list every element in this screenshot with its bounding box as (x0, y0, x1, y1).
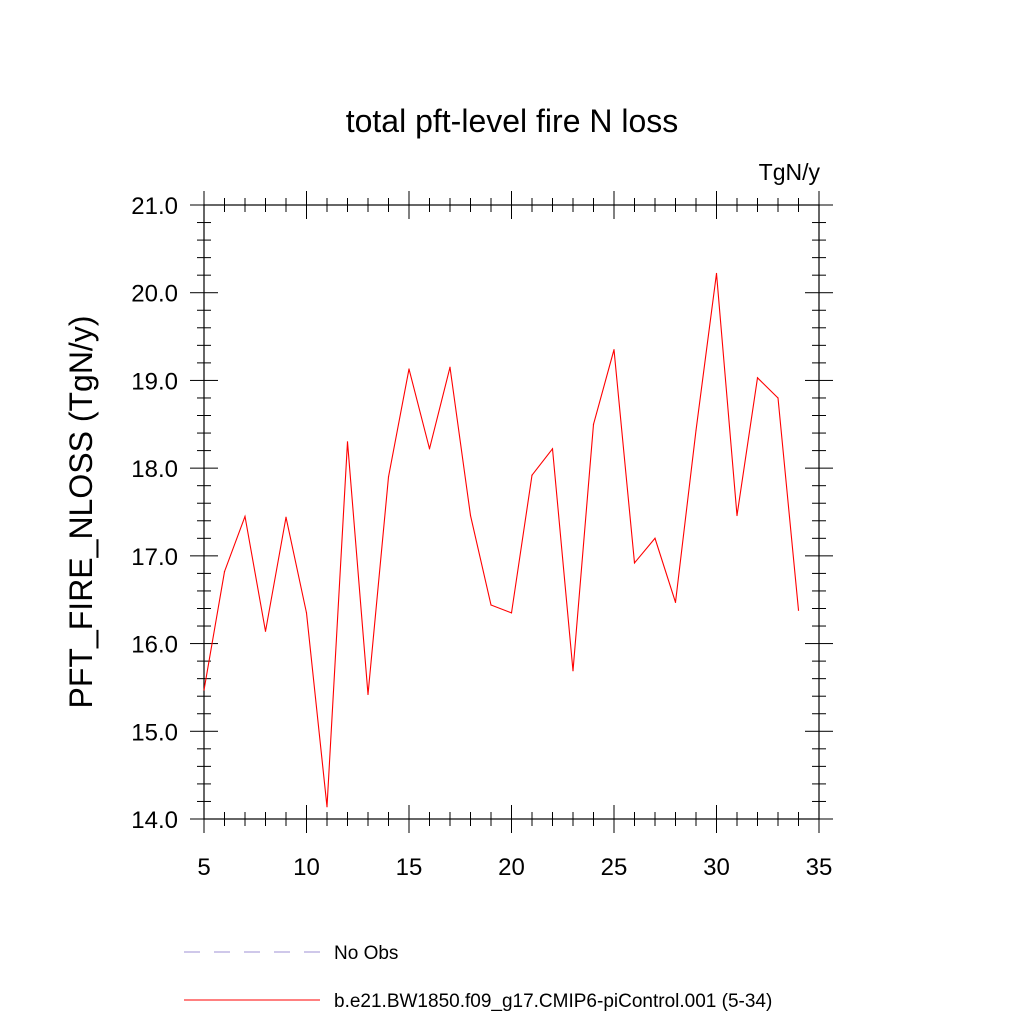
data-point (510, 612, 513, 614)
data-point (797, 609, 800, 611)
series-line-0 (203, 273, 800, 807)
y-tick-label: 16.0 (131, 632, 178, 659)
data-point (326, 806, 328, 808)
data-point (592, 423, 595, 425)
data-point (428, 448, 431, 450)
data-point (469, 514, 472, 517)
data-point (613, 349, 615, 351)
y-tick-label: 17.0 (131, 544, 178, 571)
y-axis-label: PFT_FIRE_NLOSS (TgN/y) (63, 316, 99, 709)
data-point (715, 272, 718, 275)
data-point (736, 514, 738, 517)
x-tick-label: 15 (396, 854, 423, 881)
data-point (264, 630, 267, 632)
x-tick-label: 35 (806, 854, 833, 881)
data-point (531, 474, 533, 476)
data-point (777, 397, 779, 399)
data-point (674, 601, 677, 603)
y-tick-label: 21.0 (131, 193, 178, 220)
data-point (346, 441, 349, 443)
y-tick-label: 18.0 (131, 456, 178, 483)
data-point (551, 448, 554, 450)
data-point (490, 604, 492, 606)
data-point (203, 689, 205, 691)
data-point (408, 368, 410, 370)
data-point (633, 562, 636, 564)
data-point (244, 515, 246, 517)
chart-title: total pft-level fire N loss (346, 103, 679, 139)
units-label: TgN/y (759, 159, 821, 185)
data-point (695, 429, 697, 432)
x-tick-label: 25 (601, 854, 628, 881)
data-point (756, 377, 759, 379)
axes: 5 10 15 20 25 30 35 14.0 15.0 16.0 17.0 18.0 19.0 20.… (131, 191, 833, 881)
legend-label-1: b.e21.BW1850.f09_g17.CMIP6-piControl.001… (334, 991, 772, 1012)
data-point (305, 612, 308, 614)
y-tick-label: 19.0 (131, 368, 178, 395)
data-point (449, 366, 451, 368)
y-tick-label: 20.0 (131, 281, 178, 308)
data-point (387, 476, 390, 478)
x-tick-label: 5 (197, 854, 210, 881)
data-point (654, 537, 656, 539)
y-tick-label: 14.0 (131, 807, 178, 834)
legend: No Obs b.e21.BW1850.f09_g17.CMIP6-piContr… (184, 943, 772, 1012)
series-layer (203, 272, 800, 808)
data-point (572, 670, 574, 672)
x-tick-label: 30 (703, 854, 730, 881)
data-point (285, 516, 287, 518)
x-tick-label: 20 (498, 854, 525, 881)
plot-frame (203, 204, 820, 820)
legend-label-0: No Obs (334, 943, 398, 964)
data-point (223, 571, 226, 573)
y-tick-label: 15.0 (131, 719, 178, 746)
x-tick-label: 10 (293, 854, 320, 881)
data-point (367, 693, 369, 696)
